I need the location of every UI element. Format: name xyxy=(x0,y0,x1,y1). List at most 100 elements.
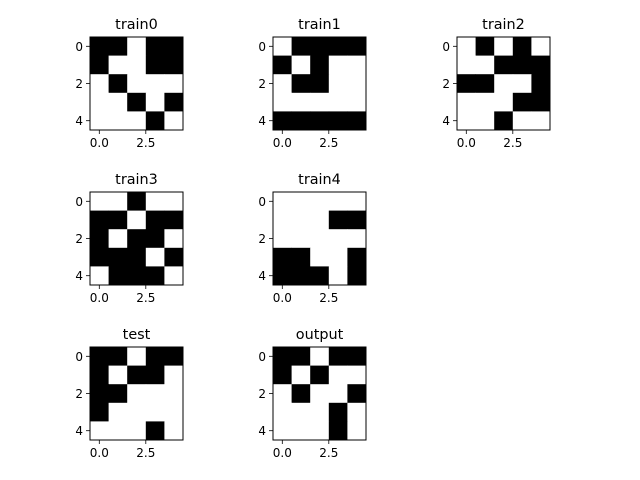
cell-r2-c2 xyxy=(127,384,147,404)
cell-r1-c1 xyxy=(291,55,311,75)
cell-r1-c3 xyxy=(512,55,532,75)
cell-r0-c4 xyxy=(347,192,367,211)
x-tick-label: 2.5 xyxy=(503,136,522,150)
cell-r2-c0 xyxy=(90,229,109,249)
cell-r0-c2 xyxy=(310,192,330,211)
cell-r1-c1 xyxy=(108,210,128,230)
cell-r3-c1 xyxy=(108,402,128,422)
panel-title: train0 xyxy=(115,17,158,33)
x-tick-label: 0.0 xyxy=(273,291,292,305)
cell-r3-c2 xyxy=(494,92,514,112)
cell-r0-c3 xyxy=(145,37,165,56)
cell-r2-c3 xyxy=(328,74,348,94)
cell-r1-c1 xyxy=(108,55,128,75)
cell-r1-c2 xyxy=(127,365,147,385)
cell-r3-c3 xyxy=(145,92,165,112)
cell-r1-c0 xyxy=(90,210,109,230)
cell-r0-c1 xyxy=(108,347,128,366)
cell-r3-c0 xyxy=(90,92,109,112)
cell-r2-c2 xyxy=(310,74,330,94)
cell-r3-c3 xyxy=(145,402,165,422)
cell-r4-c3 xyxy=(145,421,165,441)
cell-r2-c4 xyxy=(347,74,367,94)
cell-r3-c1 xyxy=(291,402,311,422)
cell-r4-c1 xyxy=(108,266,128,286)
cell-r0-c3 xyxy=(512,37,532,56)
cell-r4-c2 xyxy=(494,111,514,131)
cell-r0-c2 xyxy=(127,347,147,366)
x-tick-label: 0.0 xyxy=(273,136,292,150)
cell-r0-c2 xyxy=(127,37,147,56)
cell-r3-c4 xyxy=(164,402,184,422)
cell-r3-c3 xyxy=(328,92,348,112)
cell-r1-c2 xyxy=(310,365,330,385)
cell-r2-c4 xyxy=(347,384,367,404)
panel-train0: train0 0.0 2.5 0 2 4 xyxy=(75,17,184,150)
cell-r1-c0 xyxy=(457,55,476,75)
cell-r3-c0 xyxy=(90,402,109,422)
cell-r1-c2 xyxy=(127,55,147,75)
cell-r2-c3 xyxy=(512,74,532,94)
x-tick-label: 2.5 xyxy=(319,446,338,460)
cell-r1-c3 xyxy=(145,365,165,385)
y-tick-label: 4 xyxy=(258,424,266,438)
cell-r4-c3 xyxy=(145,111,165,131)
panels: train0 0.0 2.5 0 2 4 train1 0.0 2.5 0 2 4 train2 0.0 2… xyxy=(75,17,551,460)
x-tick-label: 2.5 xyxy=(136,446,155,460)
cell-r0-c3 xyxy=(145,347,165,366)
cell-r0-c2 xyxy=(494,37,514,56)
y-tick-label: 2 xyxy=(258,77,266,91)
cell-r2-c2 xyxy=(310,384,330,404)
cell-r2-c3 xyxy=(328,229,348,249)
cell-r3-c4 xyxy=(347,92,367,112)
cell-r3-c2 xyxy=(310,92,330,112)
cell-r4-c0 xyxy=(90,421,109,441)
cell-r0-c0 xyxy=(90,37,109,56)
cell-r4-c4 xyxy=(164,266,184,286)
panel-train4: train4 0.0 2.5 0 2 4 xyxy=(258,172,367,305)
x-tick-label: 2.5 xyxy=(136,136,155,150)
cell-r3-c0 xyxy=(273,402,292,422)
cell-r4-c3 xyxy=(328,421,348,441)
cell-r4-c3 xyxy=(512,111,532,131)
cell-r0-c2 xyxy=(310,37,330,56)
y-tick-label: 0 xyxy=(258,350,266,364)
x-tick-label: 0.0 xyxy=(90,291,109,305)
cell-r3-c4 xyxy=(347,247,367,267)
panel-title: train2 xyxy=(482,17,525,33)
cell-r2-c0 xyxy=(90,74,109,94)
cell-r2-c3 xyxy=(145,74,165,94)
cell-r2-c1 xyxy=(108,74,128,94)
cell-r4-c4 xyxy=(531,111,551,131)
cell-r0-c0 xyxy=(90,192,109,211)
cell-r2-c2 xyxy=(494,74,514,94)
cell-r4-c3 xyxy=(145,266,165,286)
cell-r4-c2 xyxy=(310,111,330,131)
cell-r1-c3 xyxy=(145,55,165,75)
cell-r3-c2 xyxy=(127,402,147,422)
cell-r4-c2 xyxy=(310,421,330,441)
cell-r2-c0 xyxy=(90,384,109,404)
cell-r2-c4 xyxy=(347,229,367,249)
panel-title: train1 xyxy=(298,17,341,33)
y-tick-label: 4 xyxy=(75,114,83,128)
cell-r1-c0 xyxy=(90,365,109,385)
panel-train3: train3 0.0 2.5 0 2 4 xyxy=(75,172,184,305)
cell-r1-c0 xyxy=(273,210,292,230)
cell-r0-c3 xyxy=(328,347,348,366)
cell-r4-c0 xyxy=(90,266,109,286)
cell-r2-c3 xyxy=(145,384,165,404)
cell-r0-c0 xyxy=(273,37,292,56)
cell-r1-c2 xyxy=(310,55,330,75)
cell-r1-c4 xyxy=(347,365,367,385)
cell-r2-c2 xyxy=(127,229,147,249)
cell-r1-c3 xyxy=(328,55,348,75)
y-tick-label: 0 xyxy=(75,40,83,54)
cell-r3-c0 xyxy=(273,247,292,267)
cell-r2-c1 xyxy=(291,229,311,249)
cell-r0-c4 xyxy=(347,37,367,56)
cell-r0-c3 xyxy=(328,37,348,56)
cell-r3-c3 xyxy=(328,247,348,267)
cell-r3-c2 xyxy=(310,402,330,422)
